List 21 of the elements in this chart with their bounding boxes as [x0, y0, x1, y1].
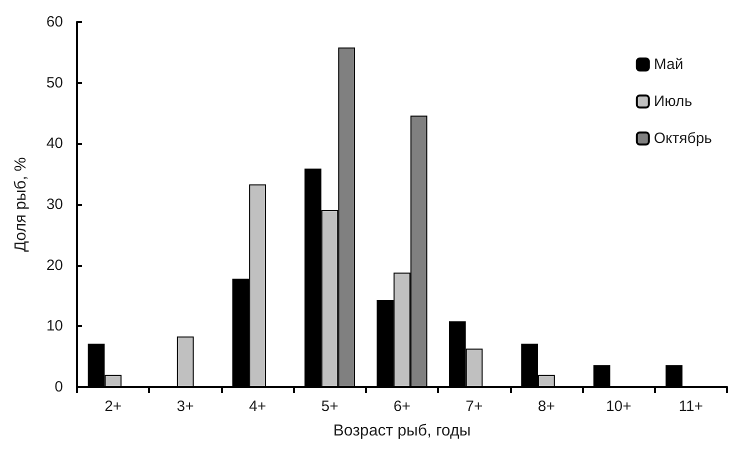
y-axis-title: Доля рыб, %: [12, 157, 30, 252]
x-tick-label: 5+: [321, 398, 339, 415]
y-tick-label: 10: [46, 318, 63, 335]
x-tick-label: 10+: [606, 398, 632, 415]
x-axis-title: Возраст рыб, годы: [333, 422, 471, 440]
y-tick-label: 30: [46, 196, 63, 213]
y-tick-label: 40: [46, 135, 63, 152]
y-tick-label: 60: [46, 14, 63, 30]
y-tick-label: 0: [54, 378, 63, 396]
legend-label: Июль: [654, 93, 692, 110]
y-tick-label: 50: [46, 74, 63, 92]
y-tick-label: 20: [46, 256, 63, 274]
x-tick-label: 7+: [466, 398, 484, 415]
x-tick-label: 11+: [678, 398, 704, 415]
x-tick-label: 3+: [176, 398, 194, 415]
x-tick-label: 8+: [538, 398, 556, 415]
x-tick-label: 4+: [249, 398, 266, 415]
legend-label: Октябрь: [654, 130, 712, 147]
x-tick-label: 2+: [104, 398, 122, 415]
legend-label: Май: [654, 56, 684, 73]
x-tick-label: 6+: [393, 398, 411, 415]
